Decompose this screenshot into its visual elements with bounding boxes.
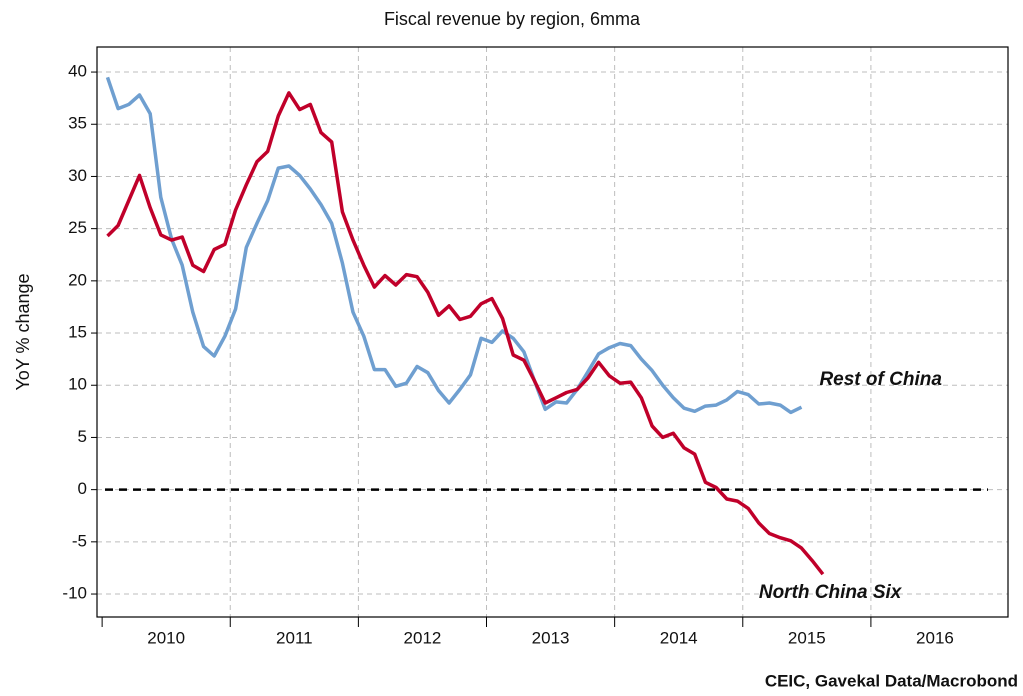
x-tick-label: 2014 bbox=[660, 628, 698, 647]
y-axis-label: YoY % change bbox=[13, 273, 33, 390]
plot-frame bbox=[96, 46, 1009, 618]
source: CEIC, Gavekal Data/Macrobond bbox=[765, 671, 1018, 690]
y-tick-label: -5 bbox=[72, 531, 87, 550]
series-line bbox=[106, 91, 825, 576]
x-tick-label: 2012 bbox=[404, 628, 442, 647]
series-line bbox=[105, 76, 803, 415]
y-tick-label: 5 bbox=[78, 427, 87, 446]
y-tick-label: 40 bbox=[68, 62, 87, 81]
series-label: North China Six bbox=[759, 582, 903, 603]
y-tick-label: 0 bbox=[78, 479, 87, 498]
chart-title: Fiscal revenue by region, 6mma bbox=[384, 9, 641, 29]
y-tick-label: -10 bbox=[62, 584, 87, 603]
y-tick-label: 10 bbox=[68, 375, 87, 394]
y-tick-label: 25 bbox=[68, 218, 87, 237]
series-label: Rest of China bbox=[819, 369, 942, 390]
y-tick-label: 20 bbox=[68, 270, 87, 289]
x-tick-label: 2010 bbox=[147, 628, 185, 647]
y-tick-label: 35 bbox=[68, 114, 87, 133]
x-tick-label: 2013 bbox=[532, 628, 570, 647]
x-tick-label: 2016 bbox=[916, 628, 954, 647]
y-tick-label: 30 bbox=[68, 166, 87, 185]
x-tick-label: 2011 bbox=[276, 628, 313, 647]
x-tick-label: 2015 bbox=[788, 628, 826, 647]
y-tick-label: 15 bbox=[68, 323, 87, 342]
